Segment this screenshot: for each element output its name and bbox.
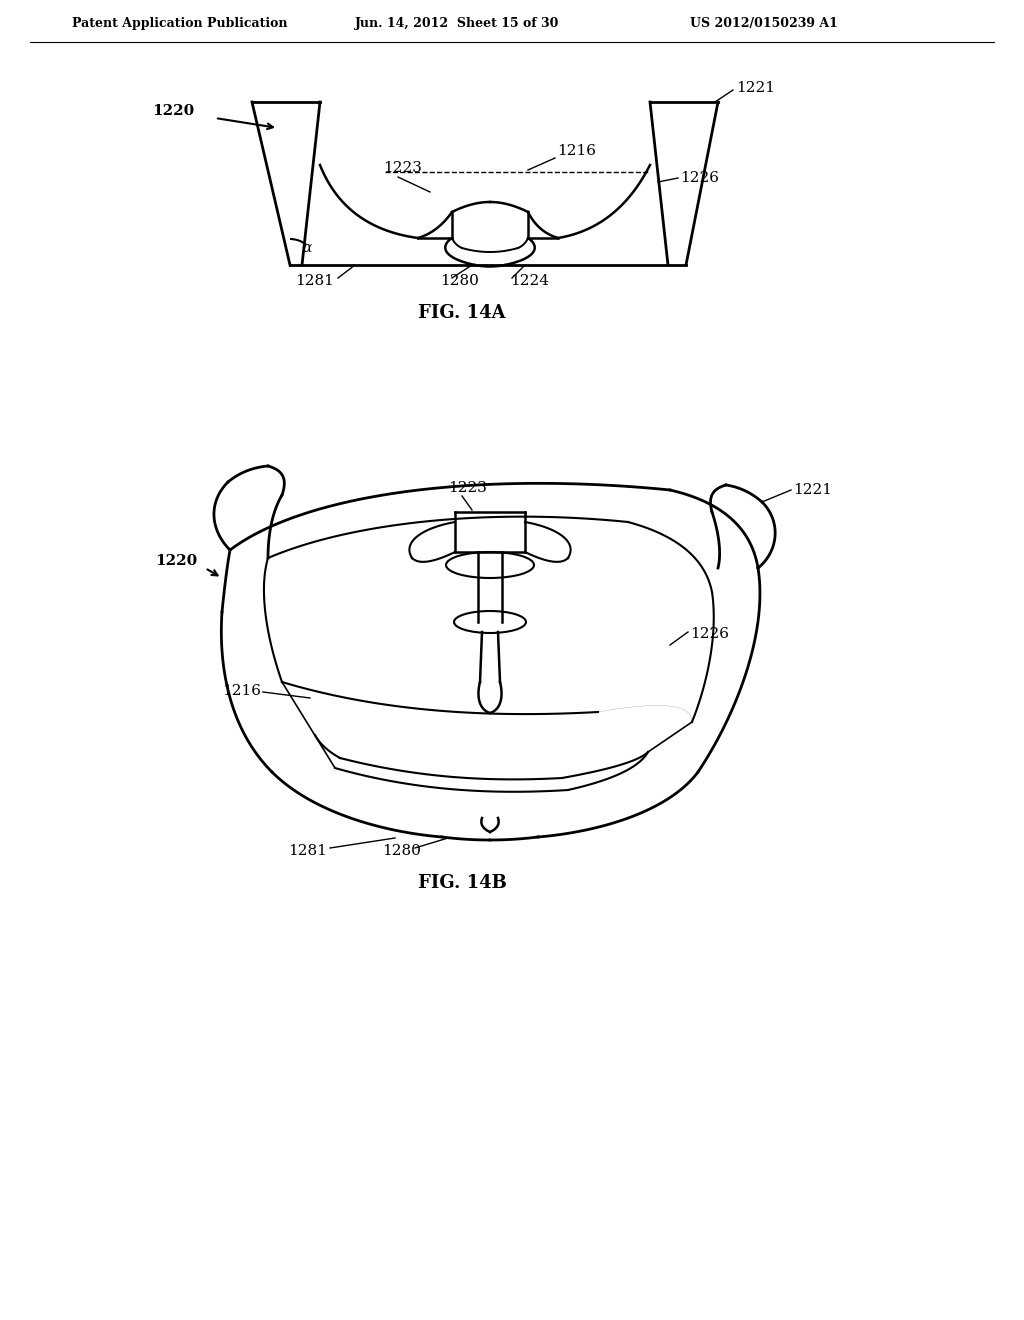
Text: Jun. 14, 2012  Sheet 15 of 30: Jun. 14, 2012 Sheet 15 of 30: [355, 17, 559, 30]
Text: 1224: 1224: [510, 275, 549, 288]
Text: 1220: 1220: [155, 554, 198, 568]
Text: α: α: [302, 242, 311, 255]
Text: FIG. 14A: FIG. 14A: [418, 304, 506, 322]
Text: Patent Application Publication: Patent Application Publication: [72, 17, 288, 30]
Text: 1223: 1223: [449, 480, 486, 495]
Text: US 2012/0150239 A1: US 2012/0150239 A1: [690, 17, 838, 30]
Text: 1216: 1216: [222, 684, 261, 698]
Text: 1221: 1221: [793, 483, 831, 498]
Text: 1216: 1216: [557, 144, 596, 158]
Text: 1281: 1281: [288, 843, 327, 858]
Text: FIG. 14B: FIG. 14B: [418, 874, 507, 892]
Text: 1281: 1281: [295, 275, 334, 288]
Text: 1226: 1226: [690, 627, 729, 642]
Text: 1221: 1221: [736, 81, 775, 95]
Text: 1220: 1220: [152, 104, 195, 117]
Text: 1280: 1280: [440, 275, 479, 288]
Text: 1223: 1223: [383, 161, 422, 176]
Text: 1280: 1280: [382, 843, 421, 858]
Text: 1226: 1226: [680, 172, 719, 185]
